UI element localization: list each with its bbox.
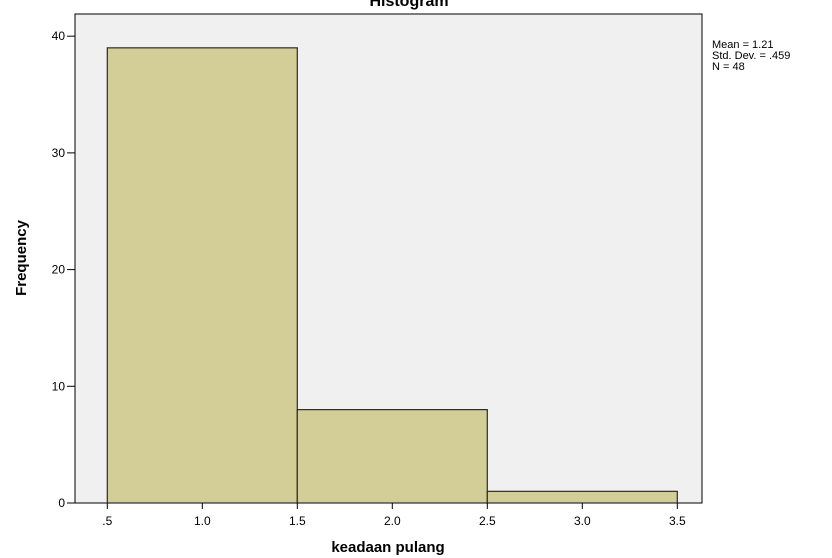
x-tick-label: 2.5 [479, 514, 496, 528]
y-tick-label: 40 [52, 29, 66, 43]
y-tick-label: 30 [52, 146, 66, 160]
y-tick-label: 10 [52, 379, 66, 393]
stat-std-dev: Std. Dev. = .459 [712, 50, 791, 62]
histogram-bar-2 [296, 409, 488, 504]
stat-n: N = 48 [712, 61, 745, 73]
axes-group: 0 10 20 30 40 .5 1.0 1.5 2.0 2.5 3.0 3.5 [52, 29, 686, 528]
chart-title: Histogram [369, 0, 448, 10]
stats-annotation: Mean = 1.21 Std. Dev. = .459 N = 48 [712, 40, 790, 73]
x-tick-label: 1.5 [289, 514, 306, 528]
histogram-bar-3 [486, 490, 678, 504]
bars-group [106, 47, 678, 504]
x-tick-label: .5 [102, 514, 112, 528]
y-tick-label: 20 [52, 263, 66, 277]
x-tick-label: 3.0 [574, 514, 591, 528]
x-tick-label: 1.0 [194, 514, 211, 528]
x-tick-label: 2.0 [384, 514, 401, 528]
y-tick-label: 0 [58, 496, 65, 510]
stat-mean: Mean = 1.21 [712, 39, 774, 51]
y-axis-label: Frequency [13, 219, 30, 296]
histogram-bar-1 [106, 47, 298, 504]
x-axis-label: keadaan pulang [331, 539, 444, 556]
x-tick-label: 3.5 [669, 514, 686, 528]
